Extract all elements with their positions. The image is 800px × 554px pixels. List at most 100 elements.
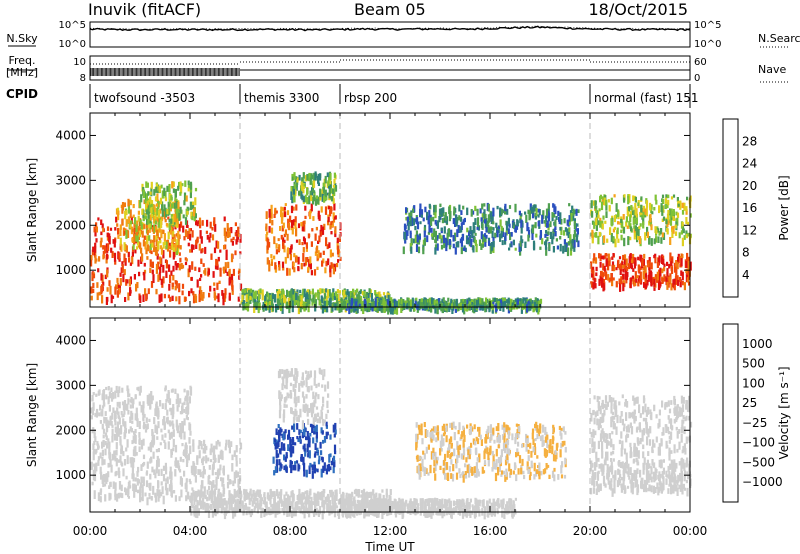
power-cell [644,265,647,274]
velocity-cell [278,433,281,442]
velocity-cell [287,444,290,451]
velocity-cell [302,427,305,436]
velocity-cell [181,422,184,432]
velocity-cell [94,412,97,417]
velocity-cell [140,439,143,447]
velocity-cell [107,400,110,405]
power-cell [295,239,299,243]
velocity-cell [235,470,238,479]
freq-left-label-line1: Freq. [8,54,35,67]
power-cell [236,234,239,243]
power-cell [124,210,127,220]
power-cell [637,275,640,283]
velocity-cell [279,398,282,406]
velocity-cell [199,497,202,502]
power-cell [178,223,181,232]
power-cell [607,264,610,271]
power-cell [118,252,121,260]
power-cell [170,227,173,235]
power-cell [177,245,180,254]
velocity-cell [113,451,116,460]
velocity-cell [299,496,302,505]
velocity-cell [134,477,137,482]
power-cell [118,287,121,295]
power-cell [487,214,490,223]
power-cell [92,288,95,293]
velocity-cell [322,465,325,473]
power-cell [206,234,209,240]
velocity-cell [296,501,299,509]
power-cell [164,197,168,202]
velocity-cell [279,405,282,411]
power-cell [543,220,546,224]
velocity-cell [139,385,142,393]
velocity-cell [285,404,288,408]
velocity-cell [202,465,205,472]
velocity-cell [201,457,204,466]
power-cell [593,253,596,261]
power-cell [481,298,484,306]
velocity-cell [318,493,321,500]
velocity-cell [191,487,194,491]
power-cell [225,249,228,256]
power-cell [162,264,165,273]
velocity-cell [202,471,205,479]
velocity-cell [297,496,300,505]
power-cell [121,264,124,273]
power-cell [423,237,426,246]
power-cell [677,203,680,207]
velocity-cell [315,383,318,389]
power-cell [151,225,155,229]
velocity-cell [104,417,107,422]
velocity-cell [323,436,327,443]
velocity-cell [560,474,564,479]
velocity-cell [500,473,503,477]
power-cell [299,289,302,293]
velocity-cell [208,480,211,485]
power-cell [491,215,494,224]
power-cell [287,222,290,231]
velocity-cell [275,459,278,466]
power-cell [611,261,615,266]
velocity-cell [114,410,117,415]
power-cell [284,256,287,264]
power-cell [619,269,622,275]
velocity-cell [354,489,358,493]
velocity-cell [378,493,381,500]
power-cell [328,206,331,210]
velocity-cell [202,497,205,507]
power-cell [445,303,448,309]
velocity-cell [164,482,168,491]
power-cell [211,227,214,231]
power-cell [299,305,302,313]
power-cell [166,185,169,192]
power-cell [178,283,181,293]
power-cell [305,248,308,252]
velocity-cell [217,439,220,445]
power-cell [547,231,550,235]
power-cell [567,232,570,239]
velocity-cell [286,392,289,397]
power-cell [434,230,437,239]
velocity-cell [229,479,232,483]
velocity-cell [208,485,211,490]
power-cell [347,299,350,304]
power-cell [156,193,159,202]
power-cell [671,226,674,232]
power-cell [275,249,278,255]
velocity-cell [308,507,311,511]
power-cell [157,217,160,226]
power-cell [665,194,668,199]
velocity-cell [90,461,93,470]
velocity-cell [255,491,258,498]
power-cell [485,297,488,306]
velocity-cell [311,402,314,407]
power-cell [660,257,664,264]
velocity-cell [116,401,119,407]
power-cell [266,242,269,250]
velocity-cell [104,494,107,502]
power-cell [291,226,294,235]
power-cell [192,208,196,217]
power-cell [654,194,657,201]
power-cell [566,247,570,257]
